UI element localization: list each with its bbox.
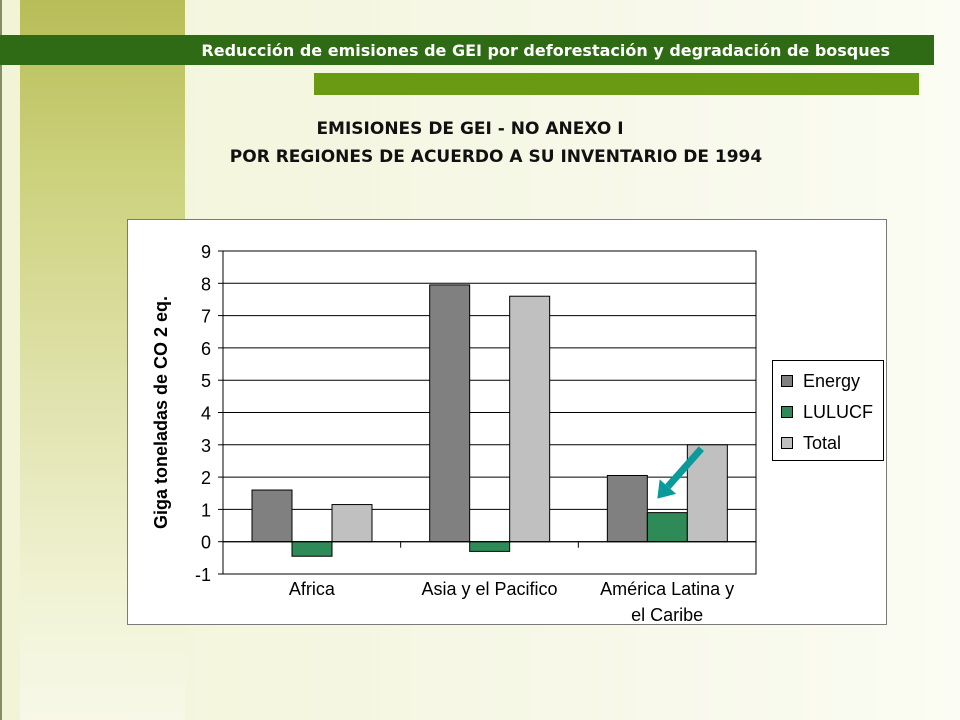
header-bar: Reducción de emisiones de GEI por defore… bbox=[0, 35, 934, 65]
left-edge-rule bbox=[0, 0, 2, 720]
legend-swatch-total bbox=[781, 437, 793, 449]
y-tick-label: 7 bbox=[201, 307, 211, 327]
x-category-label: Africa bbox=[289, 579, 336, 599]
bar-total-1 bbox=[509, 295, 551, 543]
bar-lulucf-0 bbox=[291, 541, 333, 557]
x-category-label: América Latina y bbox=[600, 579, 734, 599]
y-tick-label: 1 bbox=[201, 500, 211, 520]
y-tick-label: 8 bbox=[201, 274, 211, 294]
y-tick-label: 2 bbox=[201, 468, 211, 488]
y-tick-label: 3 bbox=[201, 436, 211, 456]
x-category-label: Asia y el Pacifico bbox=[421, 579, 557, 599]
x-category-label: el Caribe bbox=[631, 605, 703, 625]
y-tick-label: 4 bbox=[201, 404, 211, 424]
slide-title-line-2: POR REGIONES DE ACUERDO A SU INVENTARIO … bbox=[229, 147, 763, 167]
y-axis-label: Giga toneladas de CO 2 eq. bbox=[151, 296, 171, 529]
legend-item-energy: Energy bbox=[781, 369, 860, 393]
legend-label-lulucf: LULUCF bbox=[803, 401, 874, 422]
bar-energy-0 bbox=[251, 489, 293, 543]
bar-lulucf-2 bbox=[646, 512, 688, 543]
chart-container: -1 0 1 2 3 4 5 6 7 8 9 Giga toneladas de CO 2 eq. Af… bbox=[127, 219, 887, 625]
y-tick-label: 0 bbox=[201, 533, 211, 553]
slide-title-line-1: EMISIONES DE GEI - NO ANEXO I bbox=[316, 119, 624, 139]
legend-label-energy: Energy bbox=[803, 370, 861, 391]
bar-total-0 bbox=[331, 504, 373, 543]
bar-lulucf-1 bbox=[469, 541, 511, 552]
legend-swatch-lulucf bbox=[781, 406, 793, 418]
chart-legend: Energy LULUCF Total bbox=[772, 360, 884, 461]
bar-energy-2 bbox=[606, 474, 648, 543]
legend-label-total: Total bbox=[803, 432, 842, 453]
legend-swatch-energy bbox=[781, 375, 793, 387]
annotation-arrow-shaft bbox=[665, 446, 704, 489]
y-tick-label: 5 bbox=[201, 371, 211, 391]
annotation-arrow-head bbox=[657, 479, 677, 499]
bar-chart: -1 0 1 2 3 4 5 6 7 8 9 Giga toneladas de CO 2 eq. Af… bbox=[151, 242, 757, 625]
header-title: Reducción de emisiones de GEI por defore… bbox=[201, 40, 890, 60]
y-tick-label: 9 bbox=[201, 242, 211, 262]
accent-bar bbox=[314, 73, 919, 95]
legend-item-total: Total bbox=[781, 431, 841, 455]
y-tick-label: -1 bbox=[195, 565, 211, 585]
y-tick-label: 6 bbox=[201, 339, 211, 359]
bar-energy-1 bbox=[429, 284, 471, 543]
legend-item-lulucf: LULUCF bbox=[781, 400, 873, 424]
